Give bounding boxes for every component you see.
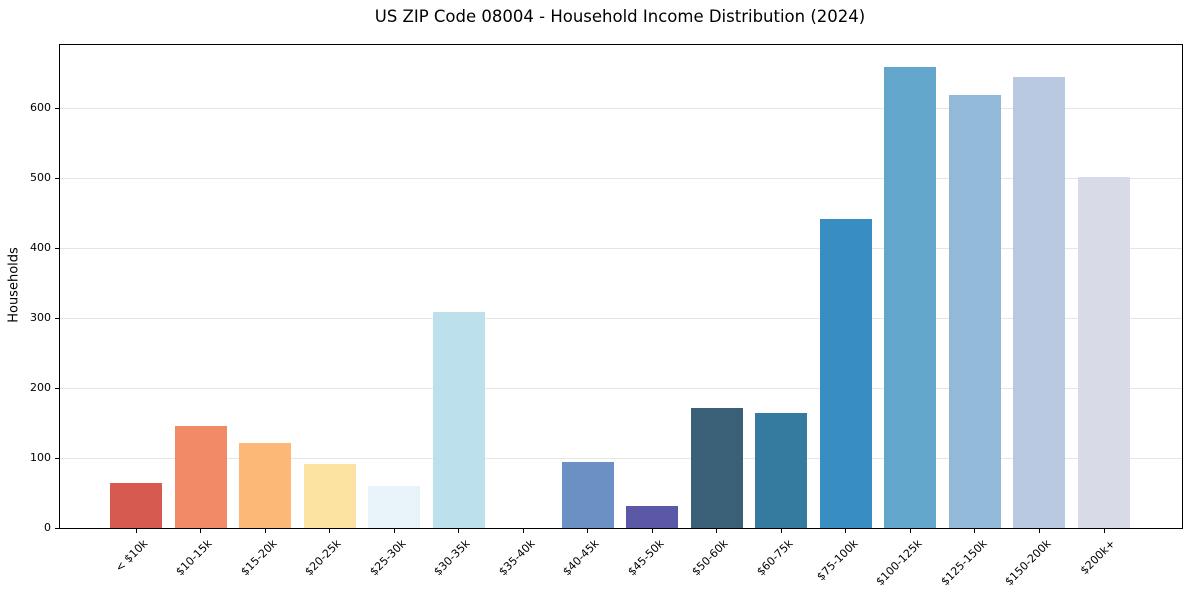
y-tick-label-200: 200 (30, 381, 51, 394)
x-tick-mark-15-20k (264, 528, 266, 533)
x-tick-mark-125-150k (974, 528, 976, 533)
bar-200k (1078, 177, 1130, 528)
x-tick-mark-200k (1103, 528, 1105, 533)
bar-25-30k (368, 486, 421, 528)
x-tick-label-35-40k: $35-40k (496, 537, 538, 579)
gridline-y-200 (60, 387, 1182, 389)
y-tick-mark-500 (55, 177, 60, 179)
x-tick-mark-40-45k (587, 528, 589, 533)
y-tick-mark-400 (55, 247, 60, 249)
bar-40-45k (561, 461, 614, 528)
y-tick-label-400: 400 (30, 241, 51, 254)
x-tick-mark-75-100k (845, 528, 847, 533)
y-tick-label-600: 600 (30, 101, 51, 114)
x-tick-label-100-125k: $100-125k (873, 537, 925, 589)
bar-100-125k (884, 67, 937, 528)
x-tick-label-50-60k: $50-60k (689, 537, 732, 579)
bar-125-150k (948, 94, 1001, 528)
x-tick-mark-45-50k (651, 528, 653, 533)
x-tick-label-20-25k: $20-25k (302, 537, 344, 579)
gridline-y-600 (60, 107, 1182, 109)
bar-60-75k (755, 412, 808, 528)
x-tick-label-200k: $200k+ (1078, 537, 1119, 578)
y-axis-label: Households (6, 247, 22, 323)
y-tick-label-100: 100 (30, 451, 51, 464)
x-tick-mark-30-35k (458, 528, 460, 533)
gridline-y-500 (60, 177, 1182, 179)
x-tick-mark-25-30k (393, 528, 395, 533)
bar-20-25k (303, 463, 356, 528)
bar-10-15k (174, 425, 227, 528)
y-tick-mark-600 (55, 107, 60, 109)
plot-area: 0 100 200 300 400 500 600 < $10k $10-15k $15-20k… (30, 44, 1183, 588)
x-tick-label-150-200k: $150-200k (1002, 537, 1054, 589)
gridline-y-100 (60, 457, 1182, 459)
chart-title: US ZIP Code 08004 - Household Income Dis… (374, 7, 866, 26)
x-tick-label-60-75k: $60-75k (754, 537, 796, 579)
gridline-y-300 (60, 317, 1182, 319)
bar-150-200k (1013, 77, 1066, 528)
x-tick-mark-35-40k (522, 528, 524, 533)
y-tick-label-0: 0 (44, 521, 51, 534)
x-tick-label-45-50k: $45-50k (625, 537, 667, 579)
bar-45-50k (626, 506, 679, 528)
x-tick-label-40-45k: $40-45k (560, 537, 602, 579)
bar-15-20k (239, 442, 292, 528)
x-tick-label-10k: < $10k (112, 537, 151, 575)
bar-10k (110, 483, 162, 528)
y-tick-mark-100 (55, 457, 60, 459)
bar-50-60k (690, 407, 743, 528)
x-tick-mark-20-25k (329, 528, 331, 533)
bar-75-100k (819, 219, 872, 528)
x-tick-mark-150-200k (1038, 528, 1040, 533)
y-tick-mark-0 (55, 527, 60, 529)
y-tick-mark-200 (55, 387, 60, 389)
x-tick-mark-60-75k (780, 528, 782, 533)
x-tick-label-30-35k: $30-35k (431, 537, 473, 579)
x-tick-mark-100-125k (909, 528, 911, 533)
x-tick-mark-10k (135, 528, 137, 533)
x-tick-label-25-30k: $25-30k (367, 537, 409, 579)
x-tick-label-15-20k: $15-20k (238, 537, 280, 579)
y-tick-label-500: 500 (30, 171, 51, 184)
y-tick-label-300: 300 (30, 311, 51, 324)
x-tick-label-75-100k: $75-100k (813, 537, 861, 584)
y-tick-mark-300 (55, 317, 60, 319)
x-tick-label-10-15k: $10-15k (173, 537, 215, 579)
x-tick-label-125-150k: $125-150k (937, 537, 990, 589)
x-tick-mark-50-60k (716, 528, 718, 533)
x-tick-mark-10-15k (200, 528, 202, 533)
bar-30-35k (432, 312, 485, 528)
gridline-y-400 (60, 247, 1182, 249)
